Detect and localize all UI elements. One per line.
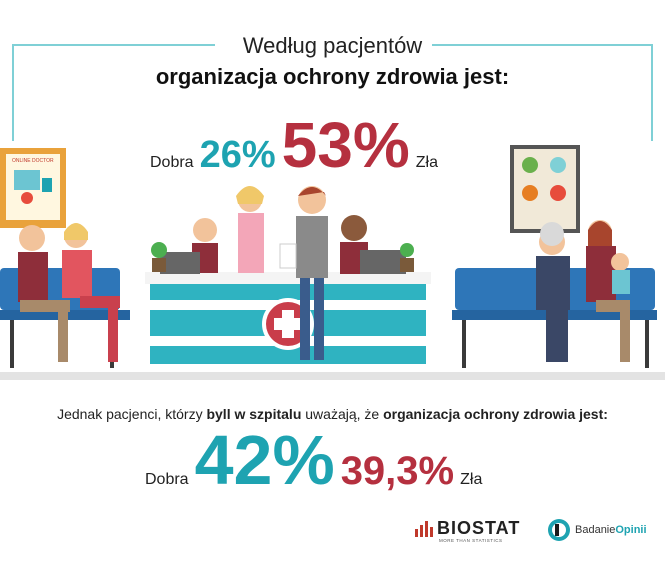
bottom-good-value: 42% [194, 421, 335, 499]
headline-line2: organizacja ochrony zdrowia jest: [155, 64, 510, 89]
bottom-bad-value: 39,3% [340, 449, 455, 493]
frame-right [651, 44, 653, 141]
mother-with-child [586, 220, 630, 362]
frame-left [12, 44, 14, 141]
top-bad-label: Zła [415, 154, 438, 171]
badanie-opinii-icon [548, 519, 570, 541]
bottom-good-label: Dobra [145, 471, 189, 488]
opinii-text: Opinii [615, 524, 647, 536]
top-bad-value: 53% [281, 109, 410, 181]
reception-desk [145, 272, 431, 364]
receptionist-left [160, 218, 218, 274]
frame-top-left [12, 44, 215, 46]
biostat-tagline: MORE THAN STATISTICS [439, 538, 503, 543]
elderly-woman [536, 222, 570, 362]
elderly-man [18, 225, 70, 362]
biostat-wordmark: BIOSTAT [437, 518, 521, 538]
plant-right [400, 243, 414, 272]
plant-left [151, 242, 167, 272]
badanie-opinii-logo: BadanieOpinii [547, 518, 647, 542]
woman-on-phone [62, 223, 120, 362]
nurse [236, 186, 264, 273]
badanie-text: Badanie [575, 524, 616, 536]
poster-text: ONLINE DOCTOR [12, 158, 54, 164]
top-good-label: Dobra [150, 154, 194, 171]
top-stats: Dobra 26% 53% Zła [150, 108, 438, 182]
biostat-bars-icon [415, 520, 433, 537]
headline-line1: Według pacjentów [0, 33, 665, 59]
bottom-stats: Dobra 42% 39,3% Zła [145, 420, 482, 500]
biostat-logo: BIOSTAT MORE THAN STATISTICS [415, 518, 521, 543]
receptionist-right [340, 215, 406, 274]
floor [0, 372, 665, 380]
top-good-value: 26% [199, 134, 276, 176]
online-doctor-poster: ONLINE DOCTOR [0, 148, 66, 228]
bottom-bad-label: Zła [460, 471, 483, 488]
doctor [279, 186, 328, 360]
comparison-intro-text: Jednak pacjenci, którzy byll w szpitalu … [57, 406, 608, 422]
frame-top-right [432, 44, 653, 46]
waiting-room-illustration: ONLINE DOCTOR [0, 145, 657, 368]
pills-poster [510, 145, 580, 233]
